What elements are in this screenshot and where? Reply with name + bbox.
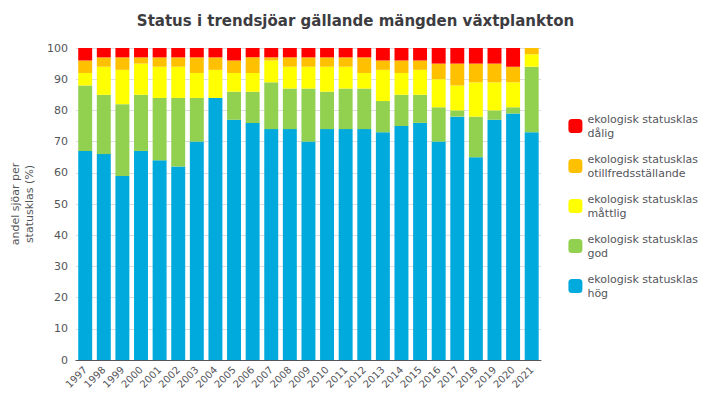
- svg-text:måttlig: måttlig: [587, 207, 626, 220]
- svg-text:2016: 2016: [416, 364, 443, 390]
- svg-text:god: god: [587, 247, 608, 260]
- svg-text:2006: 2006: [230, 364, 257, 390]
- svg-text:dålig: dålig: [587, 127, 614, 140]
- svg-text:30: 30: [54, 260, 68, 273]
- svg-text:statusklas (%): statusklas (%): [23, 165, 36, 243]
- svg-text:2011: 2011: [323, 364, 350, 390]
- svg-text:2012: 2012: [342, 364, 369, 390]
- svg-text:2001: 2001: [137, 364, 164, 390]
- svg-text:1998: 1998: [81, 364, 108, 390]
- svg-text:2004: 2004: [193, 364, 220, 390]
- svg-text:ekologisk statusklas: ekologisk statusklas: [587, 153, 698, 166]
- svg-text:50: 50: [54, 198, 68, 211]
- svg-text:otillfredsställande: otillfredsställande: [587, 167, 685, 180]
- svg-text:2018: 2018: [454, 364, 480, 390]
- svg-text:70: 70: [54, 135, 68, 148]
- svg-text:andel sjöar per: andel sjöar per: [9, 162, 22, 245]
- svg-text:2014: 2014: [379, 364, 406, 390]
- svg-text:40: 40: [54, 229, 68, 242]
- svg-text:Status i trendsjöar gällande m: Status i trendsjöar gällande mängden väx…: [137, 12, 574, 30]
- svg-text:ekologisk statusklas: ekologisk statusklas: [587, 273, 698, 286]
- svg-text:2007: 2007: [249, 364, 276, 390]
- svg-text:0: 0: [61, 354, 68, 367]
- svg-text:ekologisk statusklas: ekologisk statusklas: [587, 233, 698, 246]
- svg-text:2009: 2009: [286, 364, 313, 390]
- svg-text:ekologisk statusklas: ekologisk statusklas: [587, 193, 698, 206]
- svg-text:2005: 2005: [212, 364, 238, 390]
- svg-text:20: 20: [54, 291, 68, 304]
- svg-text:ekologisk statusklas: ekologisk statusklas: [587, 113, 698, 126]
- svg-text:2015: 2015: [398, 364, 424, 390]
- svg-text:2020: 2020: [491, 364, 517, 390]
- svg-text:100: 100: [47, 42, 68, 55]
- svg-text:2013: 2013: [361, 364, 387, 390]
- svg-text:hög: hög: [587, 287, 608, 300]
- svg-text:2008: 2008: [268, 364, 294, 390]
- svg-text:2021: 2021: [510, 364, 536, 390]
- svg-text:2002: 2002: [156, 364, 183, 390]
- svg-text:2010: 2010: [305, 364, 331, 390]
- svg-text:1997: 1997: [63, 364, 90, 390]
- svg-text:2019: 2019: [472, 364, 499, 390]
- svg-text:1999: 1999: [100, 364, 127, 390]
- svg-text:90: 90: [54, 73, 68, 86]
- svg-text:2003: 2003: [175, 364, 201, 390]
- svg-text:2000: 2000: [119, 364, 145, 390]
- svg-text:80: 80: [54, 104, 68, 117]
- svg-text:10: 10: [54, 322, 68, 335]
- svg-text:60: 60: [54, 166, 68, 179]
- svg-text:2017: 2017: [435, 364, 462, 390]
